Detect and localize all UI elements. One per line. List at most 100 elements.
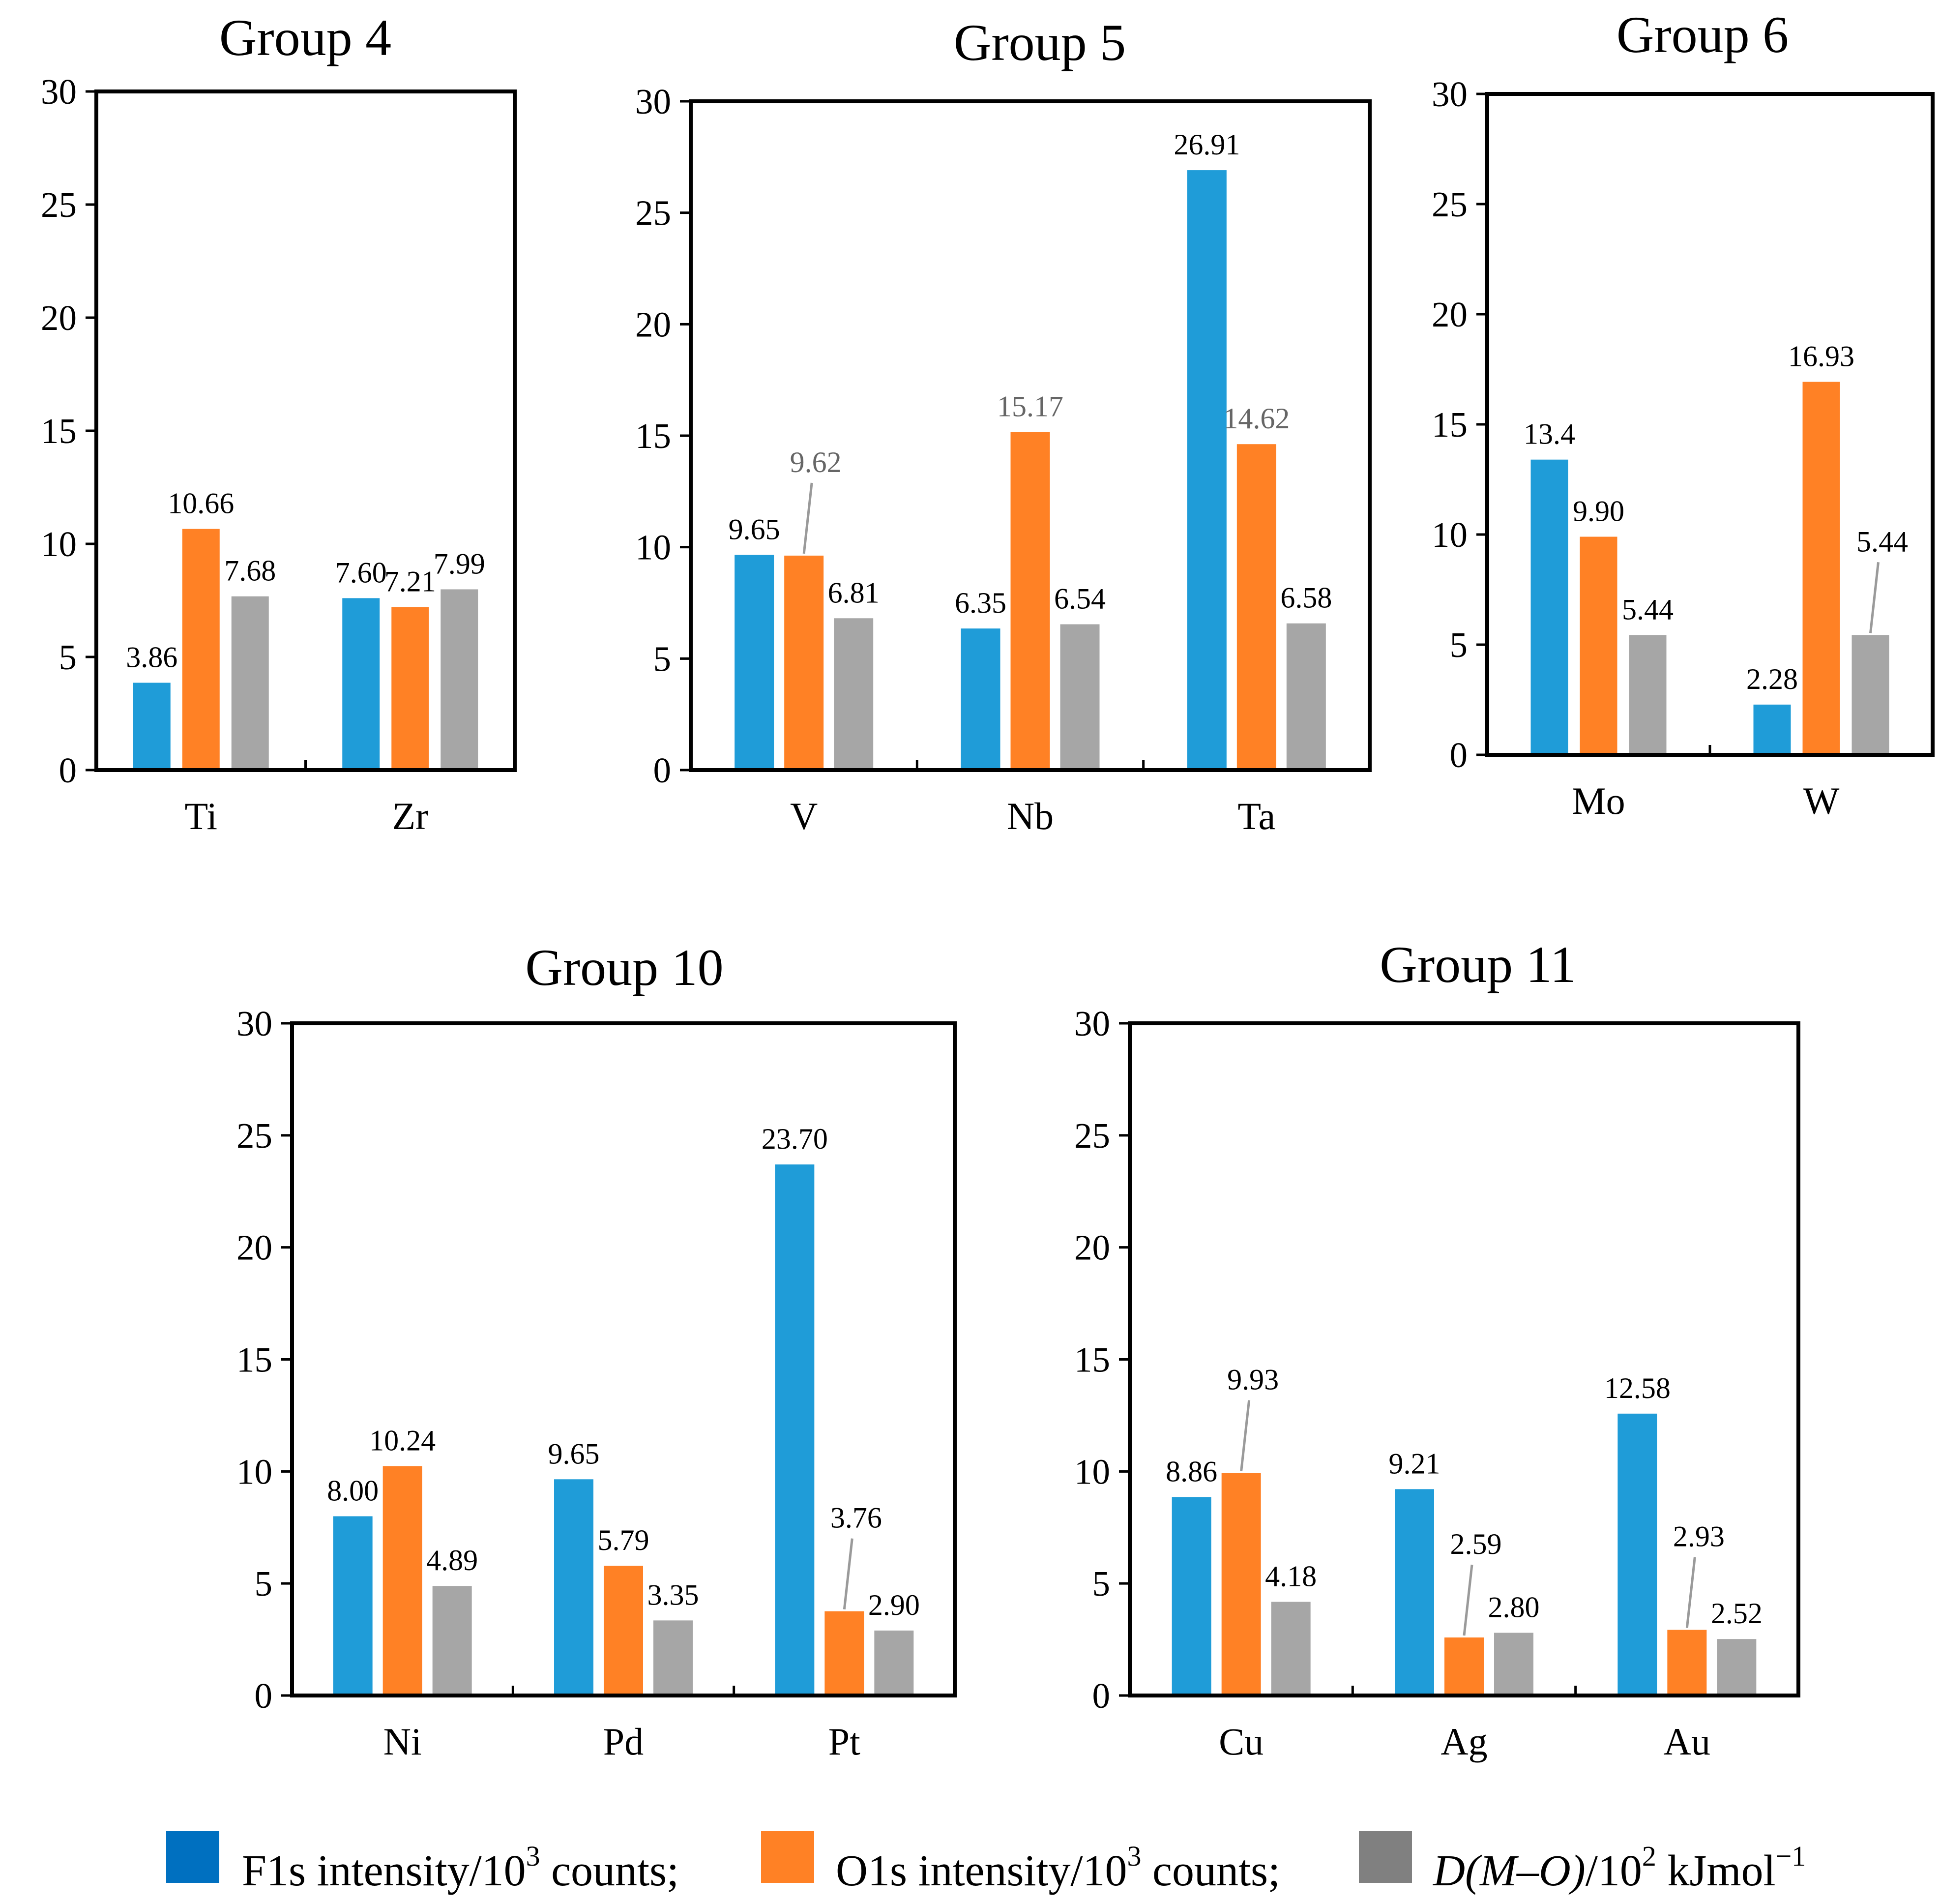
y-tick-label: 25 <box>236 1116 272 1156</box>
bar-f1s-au <box>1617 1413 1657 1696</box>
data-label-leader <box>1685 1557 1696 1628</box>
bar-o1s-pd <box>604 1566 643 1696</box>
x-category-label: W <box>1803 779 1840 822</box>
bar-f1s-mo <box>1530 459 1568 755</box>
bar-dmo-cu <box>1271 1602 1311 1696</box>
data-label-f1s: 23.70 <box>762 1123 828 1155</box>
data-label-o1s: 15.17 <box>997 390 1063 422</box>
data-label-o1s: 2.59 <box>1450 1528 1502 1560</box>
x-category-label: V <box>790 795 818 837</box>
legend-swatch-dmo <box>1359 1831 1412 1883</box>
bar-f1s-ni <box>333 1516 373 1696</box>
data-label-f1s: 26.91 <box>1174 128 1240 161</box>
x-category-label: Ti <box>184 795 217 837</box>
x-category-label: Mo <box>1572 779 1625 822</box>
legend-item-o1s: O1s intensity/103 counts; <box>761 1831 1280 1895</box>
y-tick-label: 25 <box>1074 1116 1110 1156</box>
bar-o1s-cu <box>1221 1473 1261 1696</box>
bar-f1s-cu <box>1172 1497 1211 1696</box>
bar-o1s-ta <box>1236 444 1276 770</box>
data-label-f1s: 6.35 <box>955 587 1006 619</box>
bar-o1s-w <box>1802 382 1840 755</box>
data-label-f1s: 8.86 <box>1166 1455 1217 1488</box>
y-tick-label: 25 <box>41 185 77 225</box>
y-tick-label: 25 <box>1432 184 1468 224</box>
y-tick-label: 20 <box>41 298 77 338</box>
y-tick-label: 0 <box>1450 735 1468 775</box>
x-category-label: Ni <box>383 1720 422 1763</box>
bar-dmo-zr <box>441 589 478 770</box>
data-label-dmo: 6.58 <box>1280 582 1332 614</box>
bar-dmo-pd <box>653 1620 693 1696</box>
data-label-dmo: 6.54 <box>1054 583 1106 615</box>
plot-frame <box>1485 92 1935 757</box>
x-category-label: Cu <box>1219 1720 1264 1763</box>
data-label-leader <box>843 1538 853 1609</box>
y-tick-label: 30 <box>1074 1004 1110 1043</box>
x-category-label: Nb <box>1007 795 1054 837</box>
plot-frame <box>94 89 517 772</box>
data-label-leader <box>1869 562 1880 633</box>
bar-o1s-ni <box>382 1466 422 1696</box>
legend-item-f1s: F1s intensity/103 counts; <box>166 1831 679 1895</box>
x-category-label: Pd <box>603 1720 644 1763</box>
y-tick-label: 15 <box>635 416 671 456</box>
y-tick-label: 30 <box>236 1004 272 1043</box>
chart-group-4: Group 10 0 5 10 15 20 25 30 Ni 8.00 10.24 4.89 Pd 9.6… <box>236 939 957 1763</box>
bar-o1s-nb <box>1010 432 1050 770</box>
chart-group-5: Group 11 0 5 10 15 20 25 30 Cu 8.86 9.93 4.18 Ag 9.21… <box>1074 936 1800 1763</box>
data-label-leader <box>802 482 813 554</box>
x-category-label: Zr <box>392 795 428 837</box>
data-label-f1s: 13.4 <box>1524 418 1575 450</box>
x-category-label: Pt <box>828 1720 860 1763</box>
bar-dmo-au <box>1717 1639 1757 1696</box>
legend-label-o1s: O1s intensity/103 counts; <box>836 1840 1280 1895</box>
data-label-o1s: 2.93 <box>1673 1520 1725 1552</box>
bar-f1s-w <box>1753 704 1791 755</box>
y-tick-label: 5 <box>1092 1564 1111 1604</box>
data-label-f1s: 12.58 <box>1604 1372 1671 1404</box>
data-label-dmo: 7.99 <box>434 547 485 580</box>
chart-title: Group 11 <box>1380 936 1576 993</box>
y-tick-label: 15 <box>1074 1340 1110 1380</box>
y-tick-label: 30 <box>635 82 671 121</box>
bar-dmo-w <box>1852 635 1889 755</box>
bar-f1s-nb <box>961 628 1000 770</box>
chart-title: Group 4 <box>219 9 391 66</box>
bar-dmo-nb <box>1060 624 1100 770</box>
y-tick-label: 0 <box>653 750 672 790</box>
y-tick-label: 5 <box>255 1564 273 1604</box>
plot-frame <box>290 1021 957 1697</box>
charts-container: Group 4 0 5 10 15 20 25 30 Ti 3.86 10.66 7.68 Zr 7.60… <box>41 6 1935 1763</box>
chart-title: Group 10 <box>525 939 723 996</box>
data-label-o1s: 14.62 <box>1223 402 1290 435</box>
data-label-dmo: 3.35 <box>647 1578 699 1611</box>
bar-o1s-au <box>1667 1630 1707 1696</box>
data-label-dmo: 2.90 <box>868 1589 920 1621</box>
plot-frame <box>1128 1021 1800 1697</box>
y-tick-label: 0 <box>255 1676 273 1716</box>
data-label-dmo: 6.81 <box>828 576 880 609</box>
bar-f1s-pd <box>554 1479 593 1696</box>
y-tick-label: 15 <box>236 1340 272 1380</box>
data-label-f1s: 3.86 <box>126 641 177 673</box>
legend-swatch-o1s <box>761 1831 814 1883</box>
y-tick-label: 15 <box>41 411 77 451</box>
bar-dmo-ag <box>1494 1633 1533 1696</box>
data-label-o1s: 16.93 <box>1788 340 1854 373</box>
data-label-o1s: 7.21 <box>384 565 436 597</box>
data-label-dmo: 2.52 <box>1711 1597 1763 1630</box>
data-label-o1s: 9.62 <box>790 446 842 478</box>
bar-o1s-ag <box>1444 1637 1484 1696</box>
legend-label-dmo: D(M–O)/102 kJmol−1 <box>1432 1840 1806 1895</box>
y-tick-label: 10 <box>41 524 77 564</box>
y-tick-label: 20 <box>1432 295 1468 334</box>
chart-group-3: Group 6 0 5 10 15 20 25 30 Mo 13.4 9.90 5.44 W 2.28 16… <box>1432 6 1935 822</box>
y-tick-label: 0 <box>1092 1676 1111 1716</box>
bar-dmo-mo <box>1629 635 1667 755</box>
bar-o1s-zr <box>391 607 429 770</box>
data-label-dmo: 2.80 <box>1488 1591 1540 1623</box>
bar-dmo-ta <box>1286 623 1326 770</box>
plot-frame <box>689 99 1372 772</box>
